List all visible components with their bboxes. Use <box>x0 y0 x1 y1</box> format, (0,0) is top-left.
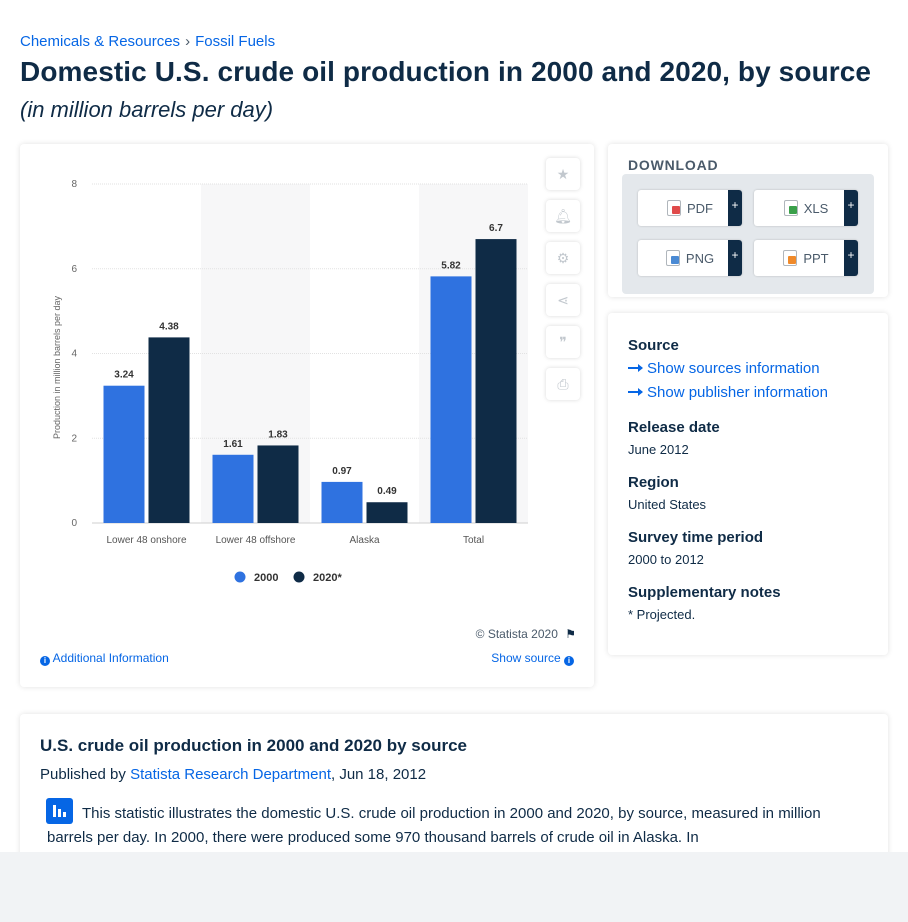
x-tick-label: Lower 48 offshore <box>216 535 296 546</box>
y-tick-label: 6 <box>71 264 77 275</box>
plus-icon[interactable]: + <box>728 190 742 226</box>
region-heading: Region <box>628 474 679 491</box>
supplementary-notes-value: * Projected. <box>628 607 696 622</box>
y-tick-label: 4 <box>71 349 77 360</box>
legend-label: 2000 <box>254 572 278 584</box>
bar <box>321 481 363 523</box>
data-label: 0.97 <box>332 466 352 477</box>
download-pdf-label: PDF <box>687 200 713 216</box>
download-card: DOWNLOAD PDF + XLS + PNG + PPT + <box>608 144 888 297</box>
data-label: 1.61 <box>223 439 243 450</box>
legend-marker <box>234 571 246 583</box>
page-subtitle: (in million barrels per day) <box>20 97 274 122</box>
bar <box>430 276 472 523</box>
bar <box>475 239 517 523</box>
star-icon[interactable]: ★ <box>546 158 580 190</box>
show-publisher-link[interactable]: Show publisher information <box>628 384 828 401</box>
x-tick-label: Alaska <box>349 535 379 546</box>
bar <box>212 454 254 523</box>
breadcrumb-item-chemicals[interactable]: Chemicals & Resources <box>20 33 181 50</box>
x-tick-label: Total <box>463 535 484 546</box>
plus-icon[interactable]: + <box>844 190 858 226</box>
quote-icon[interactable]: ❞ <box>546 326 580 358</box>
source-heading: Source <box>628 337 679 354</box>
legend-label: 2020* <box>313 572 342 584</box>
show-sources-label: Show sources information <box>647 360 820 377</box>
description-heading: U.S. crude oil production in 2000 and 20… <box>40 736 468 755</box>
published-date: , Jun 18, 2012 <box>331 766 427 783</box>
download-xls-button[interactable]: XLS + <box>754 190 858 226</box>
metadata-card: Source Show sources information Show pub… <box>608 313 888 655</box>
supplementary-notes-heading: Supplementary notes <box>628 584 781 601</box>
y-tick-label: 2 <box>71 433 77 444</box>
xls-icon <box>783 200 798 216</box>
gear-icon[interactable]: ⚙ <box>546 242 580 274</box>
statistic-icon <box>46 798 73 824</box>
published-by: Published by Statista Research Departmen… <box>40 766 426 783</box>
y-tick-label: 8 <box>71 179 77 190</box>
y-tick-label: 0 <box>71 518 77 529</box>
plus-icon[interactable]: + <box>844 240 858 276</box>
release-date-value: June 2012 <box>628 442 689 457</box>
legend-marker <box>293 571 305 583</box>
show-publisher-label: Show publisher information <box>647 384 828 401</box>
published-prefix: Published by <box>40 766 131 783</box>
download-ppt-label: PPT <box>803 250 829 266</box>
data-label: 4.38 <box>159 321 179 332</box>
arrow-right-icon <box>628 364 643 372</box>
data-label: 5.82 <box>441 260 461 271</box>
chart-toolbar: ★ 🔔︎ ⚙ ⋖ ❞ ⎙ <box>546 158 582 410</box>
survey-period-value: 2000 to 2012 <box>628 552 704 567</box>
chart-card: 0 2 4 6 8 Production in million barrels per d… <box>20 144 594 687</box>
bar <box>103 385 145 523</box>
show-sources-link[interactable]: Show sources information <box>628 360 820 377</box>
info-icon: i <box>564 656 574 666</box>
print-icon[interactable]: ⎙ <box>546 368 580 400</box>
breadcrumb-item-fossil-fuels[interactable]: Fossil Fuels <box>195 33 276 50</box>
release-date-heading: Release date <box>628 419 720 436</box>
bar-chart: 0 2 4 6 8 Production in million barrels per d… <box>52 179 528 584</box>
flag-icon: ⚑ <box>565 627 576 641</box>
download-pdf-button[interactable]: PDF + <box>638 190 742 226</box>
plus-icon[interactable]: + <box>728 240 742 276</box>
bar <box>257 445 299 523</box>
download-xls-label: XLS <box>803 200 829 216</box>
breadcrumb-separator: › <box>185 33 191 50</box>
copyright-text: © Statista 2020 <box>475 627 558 641</box>
y-axis-label: Production in million barrels per day <box>52 295 62 439</box>
bar <box>148 337 190 523</box>
png-icon <box>665 250 680 266</box>
download-panel: PDF + XLS + PNG + PPT + <box>622 174 874 294</box>
arrow-right-icon <box>628 388 643 396</box>
footer-band <box>0 852 908 922</box>
pdf-icon <box>667 200 681 216</box>
data-label: 3.24 <box>114 370 134 381</box>
ppt-icon <box>783 250 798 266</box>
download-png-button[interactable]: PNG + <box>638 240 742 276</box>
breadcrumb: Chemicals & Resources › Fossil Fuels <box>20 33 275 50</box>
additional-information-link[interactable]: i Additional Information <box>40 651 169 666</box>
bar <box>366 502 408 523</box>
download-png-label: PNG <box>685 250 715 266</box>
info-icon: i <box>40 656 50 666</box>
bell-icon[interactable]: 🔔︎ <box>546 200 580 232</box>
survey-period-heading: Survey time period <box>628 529 764 546</box>
region-value: United States <box>628 497 707 512</box>
share-icon[interactable]: ⋖ <box>546 284 580 316</box>
data-label: 6.7 <box>489 223 503 234</box>
show-source-link[interactable]: Show source i <box>491 651 574 666</box>
publisher-link[interactable]: Statista Research Department <box>130 766 331 783</box>
download-ppt-button[interactable]: PPT + <box>754 240 858 276</box>
x-tick-label: Lower 48 onshore <box>106 535 186 546</box>
show-source-label: Show source <box>491 651 561 665</box>
data-label: 1.83 <box>268 429 288 440</box>
description-text: This statistic illustrates the domestic … <box>47 805 821 846</box>
data-label: 0.49 <box>377 486 397 497</box>
download-title: DOWNLOAD <box>628 157 719 173</box>
page-title: Domestic U.S. crude oil production in 20… <box>20 56 872 87</box>
additional-information-label: Additional Information <box>52 651 169 665</box>
chart-copyright: © Statista 2020 ⚑ <box>476 627 576 641</box>
